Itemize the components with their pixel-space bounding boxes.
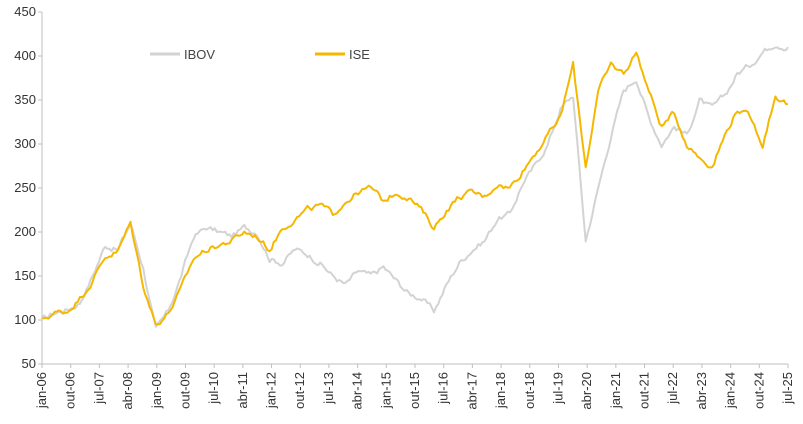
y-tick-label: 200 [14, 224, 36, 239]
y-tick-label: 100 [14, 312, 36, 327]
x-tick-label: out-21 [637, 372, 652, 409]
x-tick-label: abr-08 [120, 372, 135, 410]
y-tick-label: 300 [14, 136, 36, 151]
legend: IBOV ISE [150, 47, 370, 62]
x-tick-label: jan-09 [149, 372, 164, 409]
x-tick-label: out-15 [407, 372, 422, 409]
y-tick-label: 250 [14, 180, 36, 195]
y-tick-label: 450 [14, 4, 36, 19]
x-tick-label: jul-22 [665, 372, 680, 405]
x-tick-label: abr-20 [579, 372, 594, 410]
x-tick-label: abr-23 [694, 372, 709, 410]
x-tick-label: jul-16 [436, 372, 451, 405]
y-tick-label: 400 [14, 48, 36, 63]
x-tick-label: jan-12 [264, 372, 279, 409]
y-tick-label: 50 [22, 356, 36, 371]
series-layer [41, 46, 789, 328]
x-tick-label: out-12 [292, 372, 307, 409]
x-tick-label: jan-24 [723, 372, 738, 409]
x-tick-label: jul-13 [321, 372, 336, 405]
legend-label-ise: ISE [349, 47, 370, 62]
x-tick-label: out-06 [63, 372, 78, 409]
y-tick-label: 350 [14, 92, 36, 107]
series-line-ibov [41, 46, 789, 328]
x-tick-label: jan-21 [608, 372, 623, 409]
x-tick-label: jan-15 [378, 372, 393, 409]
axes: 50 100 150 200 250 300 350 400 450 jan-06 out-06 ju… [14, 4, 795, 410]
x-tick-label: jul-10 [206, 372, 221, 405]
x-tick-label: out-09 [177, 372, 192, 409]
x-tick-label: abr-14 [350, 372, 365, 410]
x-tick-label: abr-11 [235, 372, 250, 409]
x-tick-label: abr-17 [464, 372, 479, 410]
legend-label-ibov: IBOV [184, 47, 215, 62]
x-tick-label: jul-07 [91, 372, 106, 405]
x-tick-label: out-18 [522, 372, 537, 409]
x-tick-label: jan-06 [34, 372, 49, 409]
series-line-ise [41, 51, 789, 326]
x-tick-label: out-24 [751, 372, 766, 409]
x-tick-label: jul-19 [550, 372, 565, 405]
y-tick-label: 150 [14, 268, 36, 283]
x-tick-label: jul-25 [780, 372, 795, 405]
x-tick-label: jan-18 [493, 372, 508, 409]
